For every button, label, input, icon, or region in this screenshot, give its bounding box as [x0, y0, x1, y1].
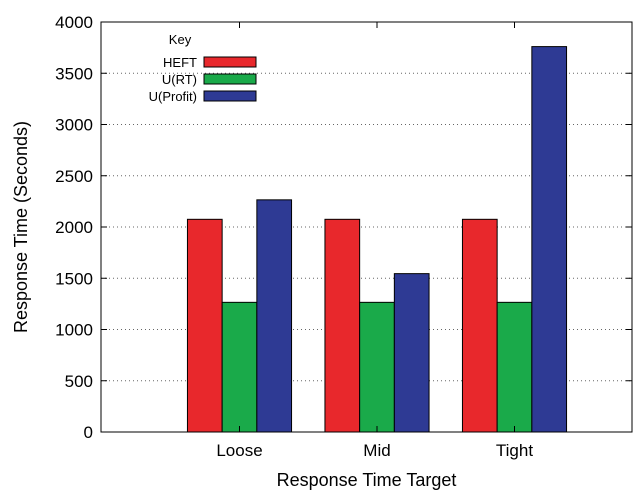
- y-axis-ticks: 0 500 1000 1500 2000 2500 3000 3500 4000: [55, 13, 632, 442]
- legend-label: U(Profit): [149, 89, 197, 104]
- y-tick-label: 1500: [55, 269, 93, 288]
- y-tick-label: 2000: [55, 218, 93, 237]
- y-tick-label: 3000: [55, 116, 93, 135]
- y-tick-label: 4000: [55, 13, 93, 32]
- y-tick-label: 2500: [55, 167, 93, 186]
- x-tick-label-tight: Tight: [496, 441, 533, 460]
- bar-u-rt-tight: [496, 301, 533, 433]
- legend: Key HEFT U(RT) U(Profit): [149, 32, 257, 104]
- bar-heft-tight: [461, 218, 498, 433]
- x-axis-ticks: Loose Mid Tight: [216, 22, 533, 460]
- y-tick-label: 3500: [55, 64, 93, 83]
- legend-swatch: [203, 73, 257, 85]
- y-tick-label: 0: [84, 423, 93, 442]
- x-axis-label: Response Time Target: [277, 470, 457, 490]
- bars-group: [186, 46, 568, 433]
- bar-heft-mid: [324, 218, 361, 433]
- x-tick-label-loose: Loose: [216, 441, 262, 460]
- bar-u-profit-mid: [393, 273, 430, 433]
- bar-u-profit-tight: [531, 46, 568, 433]
- bar-u-rt-mid: [359, 301, 395, 433]
- legend-label: HEFT: [163, 55, 197, 70]
- bar-u-rt-loose: [221, 301, 258, 433]
- x-tick-label-mid: Mid: [363, 441, 390, 460]
- bar-u-profit-loose: [256, 199, 293, 433]
- y-axis-label: Response Time (Seconds): [11, 121, 31, 333]
- legend-swatch: [203, 56, 257, 68]
- bar-heft-loose: [186, 218, 223, 433]
- y-tick-label: 1000: [55, 321, 93, 340]
- legend-title: Key: [169, 32, 192, 47]
- legend-label: U(RT): [162, 72, 197, 87]
- legend-swatch: [203, 90, 257, 102]
- y-tick-label: 500: [65, 372, 93, 391]
